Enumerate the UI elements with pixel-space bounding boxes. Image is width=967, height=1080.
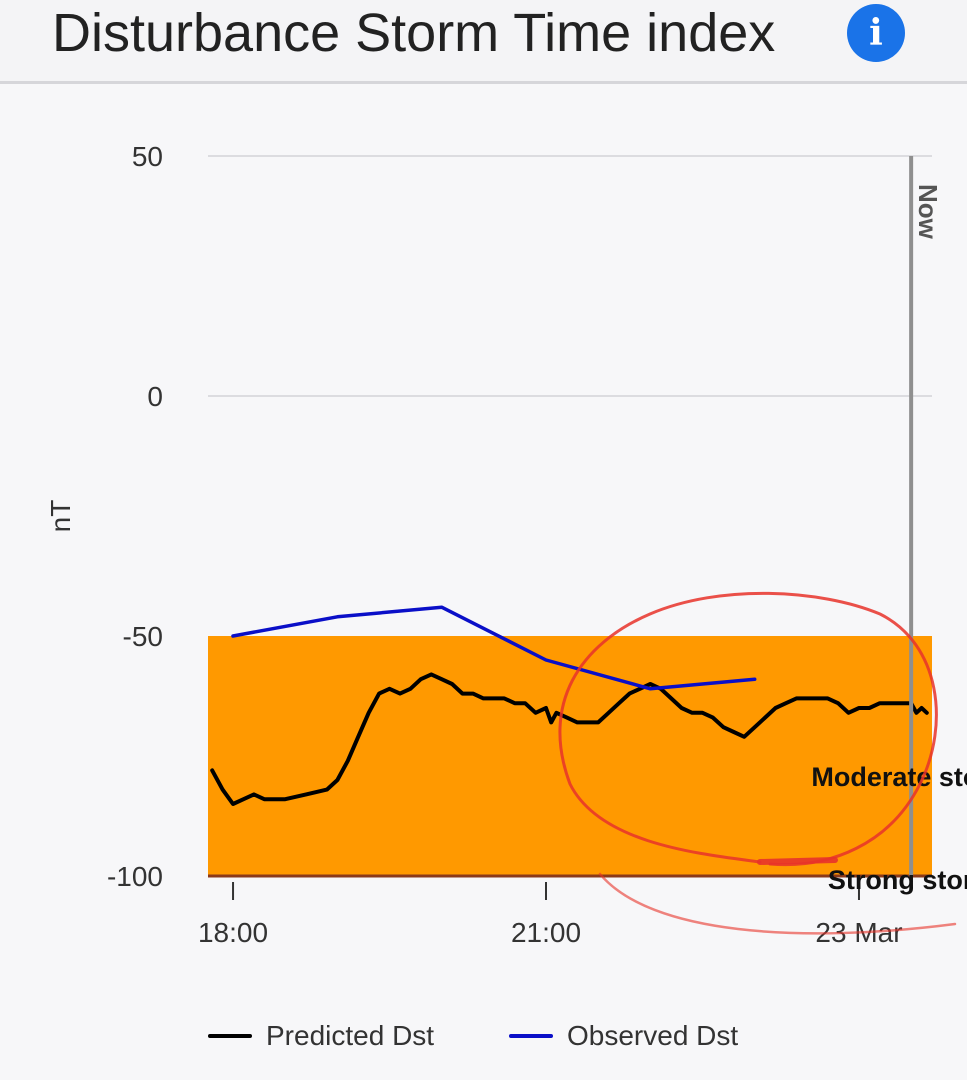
annotation-strong-storm: Strong storm bbox=[828, 865, 967, 895]
y-axis: 50 0 -50 -100 nT bbox=[45, 141, 163, 892]
legend: Predicted Dst Observed Dst bbox=[0, 1016, 967, 1056]
series-line-observed bbox=[231, 605, 757, 691]
x-tick-label: 21:00 bbox=[511, 917, 581, 948]
info-icon[interactable]: i bbox=[847, 4, 905, 62]
legend-swatch-predicted bbox=[208, 1034, 252, 1038]
annotations: Moderate storm Strong storm bbox=[811, 762, 967, 895]
grid-lines bbox=[208, 155, 932, 397]
info-glyph: i bbox=[869, 12, 883, 54]
legend-swatch-observed bbox=[509, 1034, 553, 1038]
page-title: Disturbance Storm Time index bbox=[52, 3, 776, 63]
x-tick-label: 18:00 bbox=[198, 917, 268, 948]
header: Disturbance Storm Time index i bbox=[0, 0, 967, 84]
x-axis: 18:00 21:00 23 Mar bbox=[198, 882, 903, 948]
y-tick-label: -50 bbox=[123, 621, 163, 652]
circle-stroke-3 bbox=[757, 857, 838, 865]
series bbox=[210, 605, 929, 806]
legend-label-observed: Observed Dst bbox=[567, 1020, 739, 1051]
annotation-moderate-storm: Moderate storm bbox=[811, 762, 967, 792]
y-tick-label: -100 bbox=[107, 861, 163, 892]
band-moderate-storm bbox=[208, 636, 932, 876]
storm-bands bbox=[208, 636, 932, 878]
legend-item-observed[interactable]: Observed Dst bbox=[509, 1016, 738, 1056]
circle-stroke-2 bbox=[598, 872, 957, 935]
now-label: Now bbox=[913, 184, 943, 240]
y-tick-label: 0 bbox=[147, 381, 163, 412]
legend-label-predicted: Predicted Dst bbox=[266, 1020, 435, 1051]
y-tick-label: 50 bbox=[132, 141, 163, 172]
hand-drawn-circle bbox=[558, 591, 957, 935]
circle-stroke-1 bbox=[558, 591, 938, 867]
legend-item-predicted[interactable]: Predicted Dst bbox=[208, 1016, 434, 1056]
now-marker: Now bbox=[909, 156, 943, 876]
series-line-predicted bbox=[210, 672, 929, 806]
y-axis-label: nT bbox=[45, 500, 76, 533]
